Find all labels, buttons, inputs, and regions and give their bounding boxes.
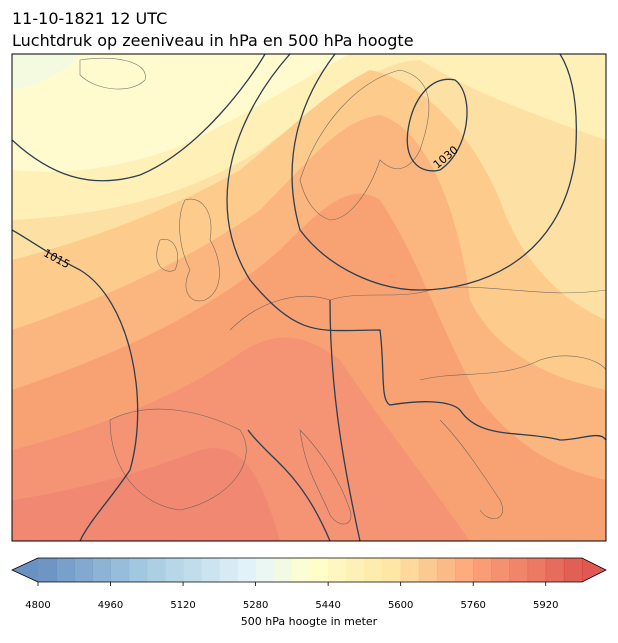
colorbar-extend bbox=[12, 558, 38, 582]
colorbar-tick-label: 4800 bbox=[25, 600, 50, 611]
field bbox=[12, 54, 350, 172]
title: 11-10-1821 12 UTC bbox=[12, 9, 167, 28]
coastlines bbox=[79, 57, 606, 525]
colorbar-cell bbox=[128, 558, 148, 582]
map: 1015 1030 bbox=[12, 54, 606, 541]
colorbar-cell bbox=[219, 558, 238, 582]
colorbar-cell bbox=[110, 558, 130, 582]
colorbar-tick-label: 5600 bbox=[388, 600, 413, 611]
colorbar-cell bbox=[509, 558, 529, 582]
colorbar-cell bbox=[545, 558, 565, 582]
colorbar-cell bbox=[310, 558, 329, 582]
colorbar: 4800 4960 5120 5280 5440 5600 5760 5920 bbox=[11, 557, 607, 611]
colorbar-cell bbox=[56, 558, 75, 582]
colorbar-tick-label: 5280 bbox=[243, 600, 268, 611]
field bbox=[12, 448, 280, 541]
colorbar-cell bbox=[400, 558, 420, 582]
colorbar-cell bbox=[183, 558, 202, 582]
colorbar-cell bbox=[291, 558, 311, 582]
colorbar-cell bbox=[273, 558, 293, 582]
colorbar-cell bbox=[491, 558, 510, 582]
colorbar-label: 500 hPa hoogte in meter bbox=[241, 615, 378, 628]
colorbar-cell bbox=[364, 558, 384, 582]
colorbar-cell bbox=[237, 558, 257, 582]
colorbar-cell bbox=[436, 558, 456, 582]
colorbar-cell bbox=[164, 558, 184, 582]
colorbar-tick-label: 5760 bbox=[460, 600, 485, 611]
colorbar-tick-label: 5440 bbox=[315, 600, 340, 611]
colorbar-tick-label: 5920 bbox=[533, 600, 558, 611]
colorbar-extend bbox=[582, 558, 606, 582]
colorbar-cell bbox=[92, 558, 112, 582]
colorbar-cell bbox=[38, 558, 57, 582]
colorbar-cell bbox=[74, 558, 93, 582]
colorbar-cell bbox=[563, 558, 583, 582]
map-frame bbox=[11, 53, 607, 542]
colorbar-cell bbox=[346, 558, 365, 582]
colorbar-tick-label: 4960 bbox=[98, 600, 123, 611]
isobars bbox=[12, 54, 606, 541]
field bbox=[12, 54, 80, 90]
colorbar-cell bbox=[201, 558, 220, 582]
colorbar-tick-label: 5120 bbox=[170, 600, 195, 611]
subtitle: Luchtdruk op zeeniveau in hPa en 500 hPa… bbox=[12, 31, 414, 50]
colorbar-cell bbox=[455, 558, 474, 582]
colorbar-cell bbox=[255, 558, 275, 582]
colorbar-cell bbox=[382, 558, 402, 582]
colorbar-cell bbox=[328, 558, 347, 582]
colorbar-cell bbox=[473, 558, 492, 582]
colorbar-outline bbox=[11, 557, 607, 583]
colorbar-cell bbox=[418, 558, 438, 582]
colorbar-cell bbox=[527, 558, 547, 582]
colorbar-cell bbox=[146, 558, 166, 582]
